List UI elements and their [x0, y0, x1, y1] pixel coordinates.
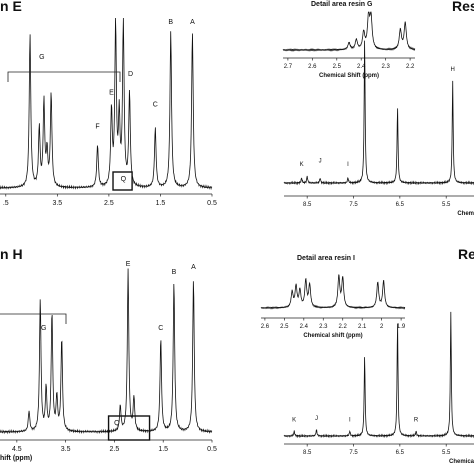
peak-label: B — [168, 19, 173, 26]
chart-plot-area: 2.6 2.5 2.4 2.3 2.2 2.1 2 1.9 Chemical shift (pp… — [260, 274, 406, 339]
x-tick-label: 2.5 — [104, 200, 114, 207]
x-tick-label: 1.5 — [158, 446, 168, 453]
chart-resin-g: Res 8.5 7.5 6.5 5.5 Chem K J I H — [272, 0, 474, 222]
x-tick-label: 8.5 — [303, 202, 312, 208]
bracket-g — [0, 313, 67, 324]
x-tick-label: 2 — [380, 324, 384, 330]
x-tick-label: 2.2 — [406, 64, 415, 70]
chart-plot-area: 2.7 2.6 2.5 2.4 2.3 2.2 Chemical Shift (ppm) — [282, 11, 416, 79]
spectrum-line — [0, 17, 213, 191]
x-axis-label: Chemica — [449, 459, 474, 465]
bracket-g — [7, 71, 121, 82]
x-tick-label: 2.5 — [110, 446, 120, 453]
x-tick-label: 2.6 — [261, 324, 270, 330]
x-tick-label: 2.1 — [358, 324, 367, 330]
chart-plot-area: 8.5 7.5 6.5 5.5 Chem K J I H — [283, 40, 474, 217]
x-tick-label: 2.5 — [280, 324, 289, 330]
x-tick-label: 0.5 — [207, 446, 217, 453]
peak-label: I — [349, 418, 351, 424]
x-tick-label: 6.5 — [396, 202, 405, 208]
x-tick-label: 2.6 — [308, 64, 317, 70]
spectrum-line — [0, 268, 213, 435]
x-axis-label: Chem — [457, 211, 474, 217]
chart-detail-resin-g: Detail area resin G 2.7 2.6 2.5 2.4 2.3 2.2 Ch… — [275, 0, 421, 90]
x-tick-label: 2.7 — [284, 64, 293, 70]
x-tick-label: 1.9 — [397, 324, 406, 330]
x-tick-label: 3.5 — [52, 200, 62, 207]
x-tick-label: 5.5 — [442, 450, 451, 456]
chart-detail-resin-i: Detail area resin I 2.6 2.5 2.4 2.3 2.2 2.1 2 1… — [255, 254, 415, 346]
peak-label: R — [414, 418, 419, 424]
peak-label: G — [39, 54, 44, 61]
chart-resin-h: n H 4.5 3.5 2.5 1.5 0.5 hift (ppm) A B C E G Q — [0, 246, 226, 474]
x-tick-label: 1.5 — [156, 200, 166, 207]
peak-label: Q — [114, 420, 120, 427]
peak-label: I — [347, 162, 349, 168]
peak-label: J — [319, 159, 322, 165]
chart-resin-i: Re 8.5 7.5 6.5 5.5 Chemica K J I R — [272, 246, 474, 474]
x-tick-label: 2.5 — [333, 64, 342, 70]
peak-label: K — [300, 162, 304, 168]
x-tick-label: 2.4 — [357, 64, 366, 70]
x-axis-label: Chemical shift (ppm) — [303, 333, 362, 339]
chart-plot-area: 8.5 7.5 6.5 5.5 Chemica K J I R — [283, 311, 474, 465]
chart-title: Detail area resin I — [297, 255, 355, 262]
chart-title: n H — [0, 246, 23, 262]
chart-plot-area: .5 3.5 2.5 1.5 0.5 A B C D E F G Q — [0, 17, 217, 207]
chart-title: n E — [0, 0, 22, 14]
x-tick-label: 4.5 — [12, 446, 22, 453]
peak-label: C — [158, 325, 163, 332]
zoom-box-q — [107, 415, 151, 441]
spectrum-line — [282, 11, 416, 52]
x-tick-label: 2.2 — [339, 324, 348, 330]
chart-title: Re — [458, 246, 474, 262]
chart-title: Detail area resin G — [311, 1, 373, 8]
peak-label: A — [190, 19, 195, 26]
x-tick-label: 6.5 — [396, 450, 405, 456]
peak-label: K — [292, 418, 296, 424]
spectrum-line — [283, 311, 474, 439]
x-tick-label: 7.5 — [349, 450, 358, 456]
zoom-box-q — [112, 171, 133, 191]
x-tick-label: 2.3 — [381, 64, 390, 70]
x-tick-label: 3.5 — [61, 446, 71, 453]
peak-label: D — [128, 71, 133, 78]
peak-label: C — [153, 101, 158, 108]
peak-label: B — [172, 269, 177, 276]
chart-title: Res — [452, 0, 474, 14]
chart-resin-e: n E .5 3.5 2.5 1.5 0.5 A B C D E F G Q — [0, 0, 226, 218]
chart-plot-area: 4.5 3.5 2.5 1.5 0.5 hift (ppm) A B C E G Q — [0, 261, 217, 462]
peak-label: H — [451, 67, 455, 73]
peak-label: G — [41, 325, 46, 332]
spectrum-line — [260, 274, 406, 310]
spectrum-line — [283, 40, 474, 186]
x-tick-label: 5.5 — [442, 202, 451, 208]
peak-label: J — [315, 416, 318, 422]
x-axis-label: Chemical Shift (ppm) — [319, 73, 379, 79]
x-tick-label: 0.5 — [207, 200, 217, 207]
x-tick-label: 7.5 — [349, 202, 358, 208]
peak-label: F — [95, 124, 99, 131]
x-tick-label: 8.5 — [303, 450, 312, 456]
x-tick-label: .5 — [3, 200, 9, 207]
peak-label: A — [191, 264, 196, 271]
peak-label: E — [126, 261, 131, 268]
x-axis-label: hift (ppm) — [0, 455, 32, 462]
x-tick-label: 2.4 — [300, 324, 309, 330]
x-tick-label: 2.3 — [319, 324, 328, 330]
peak-label: Q — [121, 176, 127, 183]
peak-label: E — [109, 90, 114, 97]
